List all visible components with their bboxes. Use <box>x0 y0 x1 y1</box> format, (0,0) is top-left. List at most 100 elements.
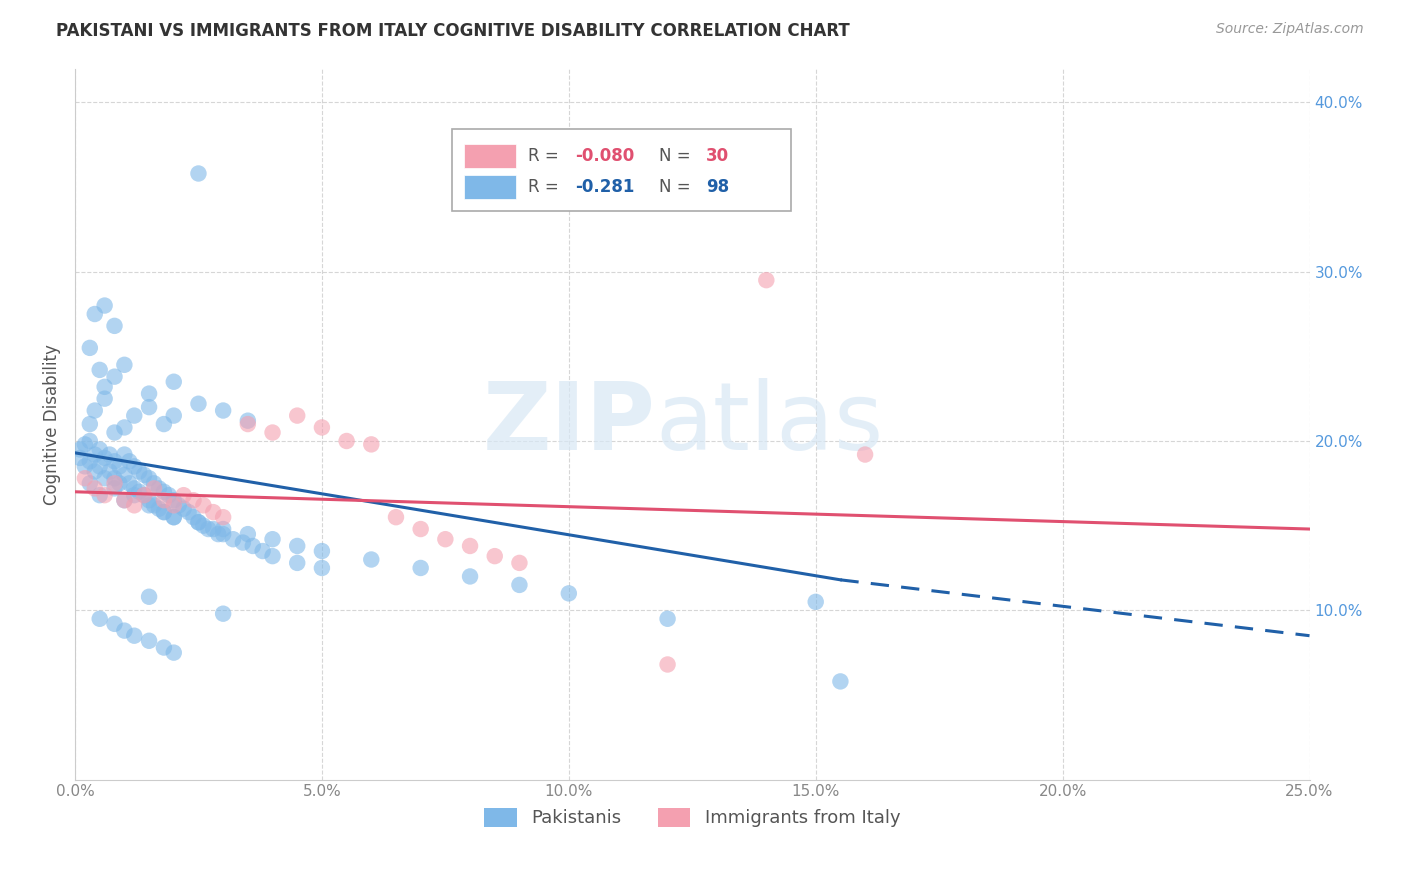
Point <box>193 499 215 513</box>
Point <box>128 484 150 499</box>
Point <box>153 505 176 519</box>
Y-axis label: Cognitive Disability: Cognitive Disability <box>44 343 60 505</box>
Text: atlas: atlas <box>655 378 883 470</box>
Point <box>202 505 225 519</box>
Point <box>187 515 209 529</box>
Point <box>138 386 160 401</box>
Point <box>138 633 160 648</box>
Point <box>93 450 115 465</box>
Point <box>153 493 176 508</box>
Point <box>122 482 145 496</box>
Point <box>183 493 205 508</box>
Point <box>285 556 308 570</box>
Point <box>138 499 160 513</box>
Point <box>134 488 156 502</box>
Point <box>112 467 135 482</box>
Point <box>157 488 180 502</box>
Point <box>122 629 145 643</box>
Point <box>93 392 115 406</box>
Point <box>83 307 105 321</box>
Point <box>69 442 91 457</box>
Point <box>73 471 96 485</box>
Point <box>163 510 186 524</box>
Point <box>336 434 359 448</box>
Point <box>89 488 111 502</box>
Point <box>212 403 235 417</box>
Point <box>69 450 91 465</box>
FancyBboxPatch shape <box>464 144 516 168</box>
Point <box>236 527 259 541</box>
Point <box>89 612 111 626</box>
Point <box>83 482 105 496</box>
Point <box>89 363 111 377</box>
Point <box>285 539 308 553</box>
Point <box>93 488 115 502</box>
Point <box>163 375 186 389</box>
Point <box>83 403 105 417</box>
Point <box>187 397 209 411</box>
Point <box>143 499 166 513</box>
Point <box>108 476 131 491</box>
FancyBboxPatch shape <box>451 129 792 211</box>
Point <box>163 499 186 513</box>
Point <box>163 510 186 524</box>
Point <box>153 505 176 519</box>
Point <box>73 459 96 474</box>
Point <box>167 499 190 513</box>
Point <box>118 476 141 491</box>
Point <box>484 549 506 563</box>
Point <box>93 299 115 313</box>
Point <box>93 471 115 485</box>
Point <box>73 437 96 451</box>
Point <box>148 482 170 496</box>
Point <box>311 561 333 575</box>
Point <box>212 510 235 524</box>
Point <box>138 590 160 604</box>
Point <box>103 482 125 496</box>
Point <box>252 544 274 558</box>
Point <box>212 607 235 621</box>
Point <box>163 646 186 660</box>
Point <box>458 539 481 553</box>
Point <box>103 454 125 468</box>
Point <box>112 493 135 508</box>
Point <box>242 539 264 553</box>
Point <box>148 501 170 516</box>
Point <box>143 476 166 491</box>
Point <box>558 586 581 600</box>
Point <box>222 532 245 546</box>
Point <box>163 409 186 423</box>
Point <box>98 448 121 462</box>
Point <box>79 476 101 491</box>
Point <box>118 454 141 468</box>
Point <box>360 552 382 566</box>
Point <box>187 166 209 180</box>
Point <box>804 595 827 609</box>
Point <box>79 454 101 468</box>
Point <box>657 657 679 672</box>
Point <box>434 532 457 546</box>
Point <box>212 522 235 536</box>
Point <box>103 476 125 491</box>
Point <box>153 640 176 655</box>
Point <box>830 674 852 689</box>
Legend: Pakistanis, Immigrants from Italy: Pakistanis, Immigrants from Italy <box>477 801 907 835</box>
Point <box>202 522 225 536</box>
Point <box>122 499 145 513</box>
Text: Source: ZipAtlas.com: Source: ZipAtlas.com <box>1216 22 1364 37</box>
Text: -0.281: -0.281 <box>575 178 634 196</box>
Point <box>657 612 679 626</box>
Point <box>93 380 115 394</box>
Point <box>122 488 145 502</box>
Point <box>458 569 481 583</box>
Point <box>173 501 195 516</box>
Point <box>163 493 186 508</box>
Point <box>89 442 111 457</box>
Point <box>153 417 176 431</box>
Point <box>103 425 125 440</box>
Point <box>262 549 284 563</box>
Point <box>311 420 333 434</box>
Point <box>755 273 778 287</box>
Point <box>311 544 333 558</box>
Point <box>193 518 215 533</box>
